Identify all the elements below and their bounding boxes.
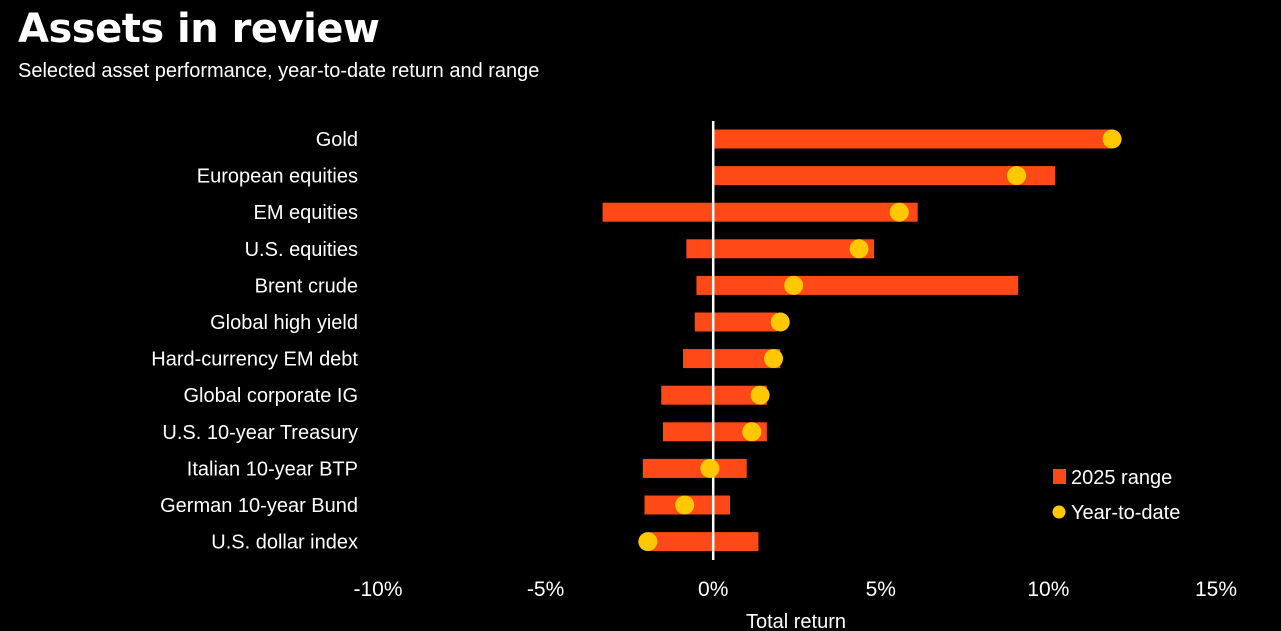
range-bars (602, 129, 1113, 552)
legend-ytd-swatch (1052, 505, 1066, 519)
chart-title: Assets in review (18, 6, 380, 52)
legend-range-swatch (1053, 469, 1066, 484)
category-label: Gold (316, 129, 358, 151)
ytd-dot (742, 422, 762, 442)
ytd-dot (750, 385, 770, 405)
ytd-dot (1007, 166, 1027, 186)
ytd-dot (675, 495, 695, 515)
x-tick-labels: -10% -5% 0% 5% 10% 15% (353, 578, 1237, 601)
range-bar (694, 312, 777, 332)
legend-ytd-label: Year-to-date (1071, 502, 1180, 524)
category-label: U.S. dollar index (211, 532, 358, 554)
ytd-dot (638, 532, 658, 552)
x-tick-label: 10% (1027, 578, 1069, 601)
category-label: U.S. equities (245, 239, 358, 261)
category-label: European equities (197, 166, 358, 188)
ytd-dot (784, 275, 804, 295)
x-tick-label: -5% (527, 578, 564, 601)
ytd-dot (700, 458, 720, 478)
chart-subtitle: Selected asset performance, year-to-date… (18, 60, 540, 82)
range-bar (649, 532, 759, 552)
range-bar (696, 275, 1019, 295)
range-bar (683, 349, 781, 369)
category-label: Global high yield (210, 312, 358, 334)
ytd-dot (770, 312, 790, 332)
ytd-dot (764, 349, 784, 369)
ytd-dot (849, 239, 869, 259)
category-label: Global corporate IG (183, 385, 358, 407)
x-tick-label: 0% (698, 578, 728, 601)
x-tick-label: 15% (1195, 578, 1237, 601)
x-tick-label: -10% (353, 578, 402, 601)
category-label: EM equities (254, 202, 359, 224)
category-label: U.S. 10-year Treasury (162, 422, 358, 444)
category-label: German 10-year Bund (160, 495, 358, 517)
legend: 2025 range Year-to-date (1052, 467, 1180, 524)
category-label: Hard-currency EM debt (151, 349, 358, 371)
category-label: Brent crude (255, 275, 358, 297)
x-axis-title: Total return (746, 611, 846, 631)
category-labels: Gold European equities EM equities U.S. equ… (151, 129, 358, 554)
range-bar (602, 202, 918, 222)
ytd-dot (889, 202, 909, 222)
range-bar (713, 129, 1113, 149)
range-bar (686, 239, 875, 259)
ytd-dot (1102, 129, 1122, 149)
range-bar (662, 422, 767, 442)
legend-range-label: 2025 range (1071, 467, 1172, 489)
range-bar (713, 166, 1056, 186)
category-label: Italian 10-year BTP (187, 458, 358, 480)
range-bar (642, 458, 747, 478)
ytd-dots (638, 129, 1122, 552)
x-tick-label: 5% (866, 578, 896, 601)
